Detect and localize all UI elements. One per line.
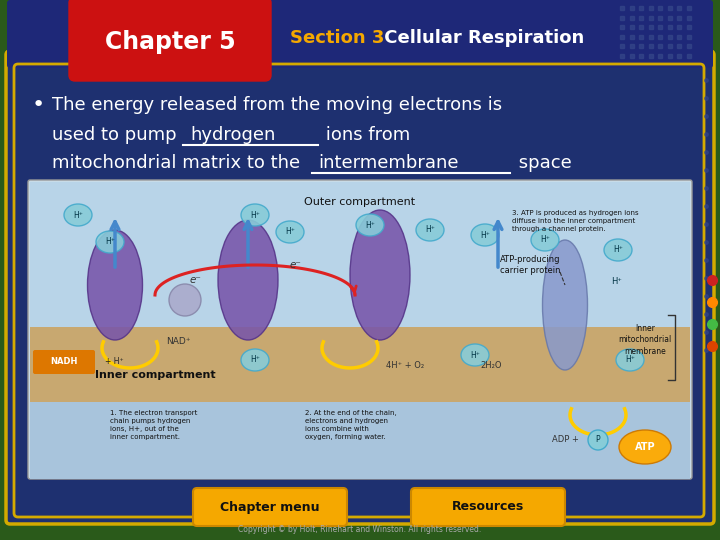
Text: H⁺: H⁺: [470, 350, 480, 360]
Ellipse shape: [619, 430, 671, 464]
Text: mitochondrial matrix to the: mitochondrial matrix to the: [52, 154, 306, 172]
Text: H⁺: H⁺: [611, 278, 622, 287]
Circle shape: [588, 430, 608, 450]
Ellipse shape: [241, 204, 269, 226]
Text: ATP: ATP: [635, 442, 655, 452]
Text: space: space: [513, 154, 572, 172]
Text: H⁺: H⁺: [540, 235, 550, 245]
Text: e⁻: e⁻: [189, 275, 201, 285]
Ellipse shape: [471, 224, 499, 246]
FancyBboxPatch shape: [6, 51, 714, 524]
Text: ADP +: ADP +: [552, 435, 578, 444]
Ellipse shape: [531, 229, 559, 251]
Ellipse shape: [356, 214, 384, 236]
Text: H⁺: H⁺: [250, 211, 260, 219]
FancyBboxPatch shape: [411, 488, 565, 526]
FancyBboxPatch shape: [7, 0, 713, 68]
FancyBboxPatch shape: [69, 0, 271, 81]
Ellipse shape: [542, 240, 588, 370]
Text: 3. ATP is produced as hydrogen ions
diffuse into the inner compartment
through a: 3. ATP is produced as hydrogen ions diff…: [512, 210, 639, 232]
Ellipse shape: [604, 239, 632, 261]
Bar: [30, 182, 690, 337]
Ellipse shape: [616, 349, 644, 371]
Text: Resources: Resources: [452, 501, 524, 514]
FancyBboxPatch shape: [33, 350, 95, 374]
Text: NADH: NADH: [50, 357, 78, 367]
Text: H⁺: H⁺: [365, 220, 375, 230]
Text: NAD⁺: NAD⁺: [166, 338, 190, 347]
Text: ATP-producing
carrier protein: ATP-producing carrier protein: [500, 254, 560, 275]
Ellipse shape: [64, 204, 92, 226]
FancyBboxPatch shape: [193, 488, 347, 526]
Text: Copyright © by Holt, Rinehart and Winston. All rights reserved.: Copyright © by Holt, Rinehart and Winsto…: [238, 525, 482, 535]
Text: 4H⁺ + O₂: 4H⁺ + O₂: [386, 361, 424, 369]
Text: 1. The electron transport
chain pumps hydrogen
ions, H+, out of the
inner compar: 1. The electron transport chain pumps hy…: [110, 410, 197, 440]
Bar: [30, 327, 690, 407]
Ellipse shape: [276, 221, 304, 243]
Ellipse shape: [88, 230, 143, 340]
Ellipse shape: [416, 219, 444, 241]
Text: 2H₂O: 2H₂O: [480, 361, 502, 369]
Ellipse shape: [350, 210, 410, 340]
Text: P: P: [595, 435, 600, 444]
Text: H⁺: H⁺: [250, 355, 260, 364]
Text: H⁺: H⁺: [105, 238, 115, 246]
Ellipse shape: [241, 349, 269, 371]
Text: Inner compartment: Inner compartment: [95, 370, 215, 380]
Text: H⁺: H⁺: [425, 226, 435, 234]
Text: The energy released from the moving electrons is: The energy released from the moving elec…: [52, 96, 502, 114]
FancyBboxPatch shape: [28, 180, 692, 479]
Text: H⁺: H⁺: [73, 211, 83, 219]
Text: Section 3: Section 3: [290, 29, 384, 47]
Text: H⁺: H⁺: [613, 246, 623, 254]
Text: Outer compartment: Outer compartment: [305, 197, 415, 207]
Bar: [30, 402, 690, 479]
Text: H⁺: H⁺: [285, 227, 295, 237]
Text: intermembrane: intermembrane: [318, 154, 459, 172]
Ellipse shape: [169, 284, 201, 316]
Text: e⁻: e⁻: [289, 260, 301, 270]
Text: 2. At the end of the chain,
electrons and hydrogen
ions combine with
oxygen, for: 2. At the end of the chain, electrons an…: [305, 410, 397, 440]
Text: used to pump: used to pump: [52, 126, 182, 144]
Text: •: •: [32, 95, 45, 115]
Text: H⁺: H⁺: [625, 355, 635, 364]
Text: ions from: ions from: [320, 126, 410, 144]
Ellipse shape: [218, 220, 278, 340]
Text: H⁺: H⁺: [480, 231, 490, 240]
Text: Chapter menu: Chapter menu: [220, 501, 320, 514]
Text: hydrogen: hydrogen: [190, 126, 275, 144]
Text: + H⁺: + H⁺: [105, 357, 124, 367]
Text: Chapter 5: Chapter 5: [104, 30, 235, 54]
Ellipse shape: [461, 344, 489, 366]
Text: Inner
mitochondrial
membrane: Inner mitochondrial membrane: [618, 325, 672, 356]
Text: Cellular Respiration: Cellular Respiration: [378, 29, 584, 47]
Ellipse shape: [96, 231, 124, 253]
